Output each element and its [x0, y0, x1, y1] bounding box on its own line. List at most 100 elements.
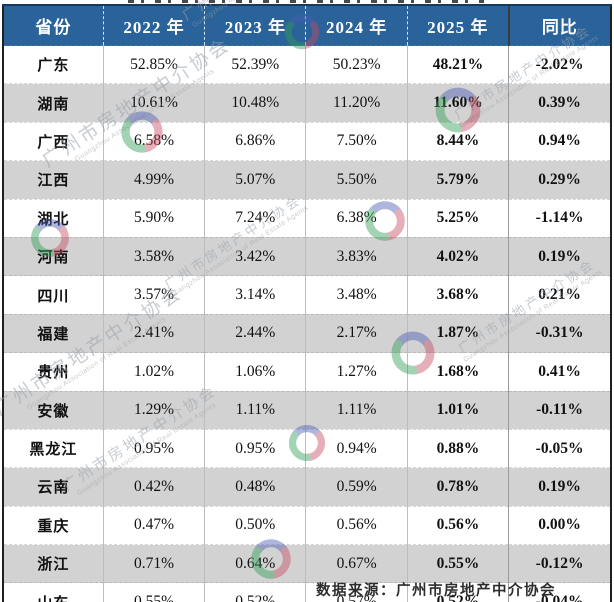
- value-cell-yoy: -1.14%: [508, 198, 611, 238]
- value-cell-y2025: 8.44%: [406, 121, 509, 161]
- table-row: 贵州 1.02% 1.06% 1.27% 1.68% 0.41%: [3, 352, 611, 392]
- table-row: 广东 52.85% 52.39% 50.23% 48.21% -2.02%: [3, 44, 611, 84]
- value-cell-y2024: 7.50%: [305, 121, 408, 161]
- value-cell-y2023: 3.42%: [204, 236, 306, 276]
- header-row: 省份 2022 年 2023 年 2024 年 2025 年 同比: [3, 4, 611, 46]
- value-cell-y2024: 6.38%: [305, 198, 408, 238]
- value-cell-y2024: 50.23%: [305, 44, 408, 84]
- value-cell-y2024: 2.17%: [305, 313, 408, 353]
- value-cell-y2024: 0.67%: [305, 544, 408, 583]
- value-cell-y2024: 3.48%: [305, 275, 408, 315]
- value-cell-y2025: 11.60%: [406, 83, 509, 123]
- value-cell-y2023: 0.52%: [204, 582, 306, 602]
- table-body: 广东 52.85% 52.39% 50.23% 48.21% -2.02% 湖南 10.61%…: [3, 44, 611, 602]
- table-row: 湖北 5.90% 7.24% 6.38% 5.25% -1.14%: [3, 198, 611, 238]
- value-cell-y2025: 5.25%: [406, 198, 509, 238]
- table-row: 安徽 1.29% 1.11% 1.11% 1.01% -0.11%: [3, 390, 611, 430]
- table-row: 黑龙江 0.95% 0.95% 0.94% 0.88% -0.05%: [3, 428, 611, 468]
- value-cell-y2022: 6.58%: [102, 121, 205, 161]
- value-cell-yoy: -2.02%: [508, 44, 611, 84]
- table-row: 河南 3.58% 3.42% 3.83% 4.02% 0.19%: [3, 236, 611, 276]
- province-cell: 云南: [3, 467, 104, 507]
- value-cell-y2022: 0.42%: [102, 467, 205, 507]
- province-cell: 江西: [3, 160, 104, 200]
- value-cell-yoy: -0.12%: [508, 544, 611, 583]
- value-cell-yoy: 0.29%: [508, 160, 611, 200]
- value-cell-y2023: 10.48%: [204, 83, 306, 123]
- source-note: 数据来源：广州市房地产中介协会: [316, 583, 556, 599]
- value-cell-y2022: 0.47%: [102, 505, 205, 545]
- table-row: 浙江 0.71% 0.64% 0.67% 0.55% -0.12%: [3, 544, 611, 583]
- table-row: 云南 0.42% 0.48% 0.59% 0.78% 0.19%: [3, 467, 611, 507]
- value-cell-y2024: 5.50%: [305, 160, 408, 200]
- header-cell-2025: 2025 年: [406, 4, 509, 46]
- value-cell-y2022: 0.55%: [102, 582, 205, 602]
- value-cell-y2025: 3.68%: [406, 275, 509, 315]
- cropped-title-remnant: [128, 0, 484, 3]
- value-cell-y2023: 1.06%: [204, 352, 306, 392]
- province-cell: 福建: [3, 313, 104, 353]
- value-cell-y2023: 5.07%: [204, 160, 306, 200]
- value-cell-yoy: -0.11%: [508, 390, 611, 430]
- province-cell: 广西: [3, 121, 104, 161]
- value-cell-y2024: 0.59%: [305, 467, 408, 507]
- value-cell-y2024: 1.11%: [305, 390, 408, 430]
- value-cell-y2023: 52.39%: [204, 44, 306, 84]
- province-share-table: 省份 2022 年 2023 年 2024 年 2025 年 同比 广东 52.8…: [2, 4, 612, 602]
- header-cell-2023: 2023 年: [204, 4, 306, 46]
- value-cell-y2025: 0.52%: [406, 582, 509, 602]
- value-cell-y2024: 3.83%: [305, 236, 408, 276]
- value-cell-y2022: 4.99%: [102, 160, 205, 200]
- header-cell-yoy: 同比: [507, 4, 611, 46]
- value-cell-yoy: 0.21%: [508, 275, 611, 315]
- value-cell-y2022: 1.02%: [102, 352, 205, 392]
- table-row: 四川 3.57% 3.14% 3.48% 3.68% 0.21%: [3, 275, 611, 315]
- province-share-table-wrap: 省份 2022 年 2023 年 2024 年 2025 年 同比 广东 52.8…: [2, 4, 612, 602]
- table-row: 湖南 10.61% 10.48% 11.20% 11.60% 0.39%: [3, 83, 611, 123]
- value-cell-yoy: -0.04%: [508, 582, 611, 602]
- value-cell-yoy: 0.19%: [508, 467, 611, 507]
- value-cell-yoy: 0.94%: [508, 121, 611, 161]
- value-cell-y2025: 0.56%: [406, 505, 509, 545]
- value-cell-y2022: 2.41%: [102, 313, 205, 353]
- province-cell: 河南: [3, 236, 104, 276]
- value-cell-yoy: 0.00%: [508, 505, 611, 545]
- value-cell-y2023: 6.86%: [204, 121, 306, 161]
- province-cell: 贵州: [3, 352, 104, 392]
- value-cell-y2025: 1.01%: [406, 390, 509, 430]
- table-row: 福建 2.41% 2.44% 2.17% 1.87% -0.31%: [3, 313, 611, 353]
- value-cell-y2025: 0.78%: [406, 467, 509, 507]
- value-cell-yoy: 0.41%: [508, 352, 611, 392]
- value-cell-y2025: 5.79%: [406, 160, 509, 200]
- header-cell-2024: 2024 年: [305, 4, 408, 46]
- value-cell-y2023: 2.44%: [204, 313, 306, 353]
- header-cell-2022: 2022 年: [102, 4, 205, 46]
- value-cell-yoy: -0.31%: [508, 313, 611, 353]
- value-cell-y2023: 0.48%: [204, 467, 306, 507]
- value-cell-y2023: 0.64%: [204, 544, 306, 583]
- value-cell-y2022: 3.58%: [102, 236, 205, 276]
- value-cell-y2024: 1.27%: [305, 352, 408, 392]
- value-cell-y2023: 0.50%: [204, 505, 306, 545]
- value-cell-y2022: 0.95%: [102, 428, 205, 468]
- value-cell-y2023: 3.14%: [204, 275, 306, 315]
- value-cell-y2025: 0.55%: [406, 544, 509, 583]
- value-cell-y2024: 0.57%: [305, 582, 408, 602]
- value-cell-y2023: 0.95%: [204, 428, 306, 468]
- value-cell-y2022: 0.71%: [102, 544, 205, 583]
- value-cell-y2024: 0.56%: [305, 505, 408, 545]
- value-cell-y2022: 52.85%: [102, 44, 205, 84]
- value-cell-y2022: 5.90%: [102, 198, 205, 238]
- table-row: 山东0.55%0.52%0.57%0.52%-0.04%: [3, 582, 611, 602]
- value-cell-y2025: 1.87%: [406, 313, 509, 353]
- table-row: 江西 4.99% 5.07% 5.50% 5.79% 0.29%: [3, 160, 611, 200]
- value-cell-y2023: 7.24%: [204, 198, 306, 238]
- province-cell: 安徽: [3, 390, 104, 430]
- value-cell-y2024: 0.94%: [305, 428, 408, 468]
- province-cell: 湖南: [3, 83, 104, 123]
- province-cell: 黑龙江: [3, 428, 104, 468]
- province-cell: 湖北: [3, 198, 104, 238]
- province-cell: 四川: [3, 275, 104, 315]
- value-cell-y2025: 48.21%: [406, 44, 509, 84]
- value-cell-y2022: 3.57%: [102, 275, 205, 315]
